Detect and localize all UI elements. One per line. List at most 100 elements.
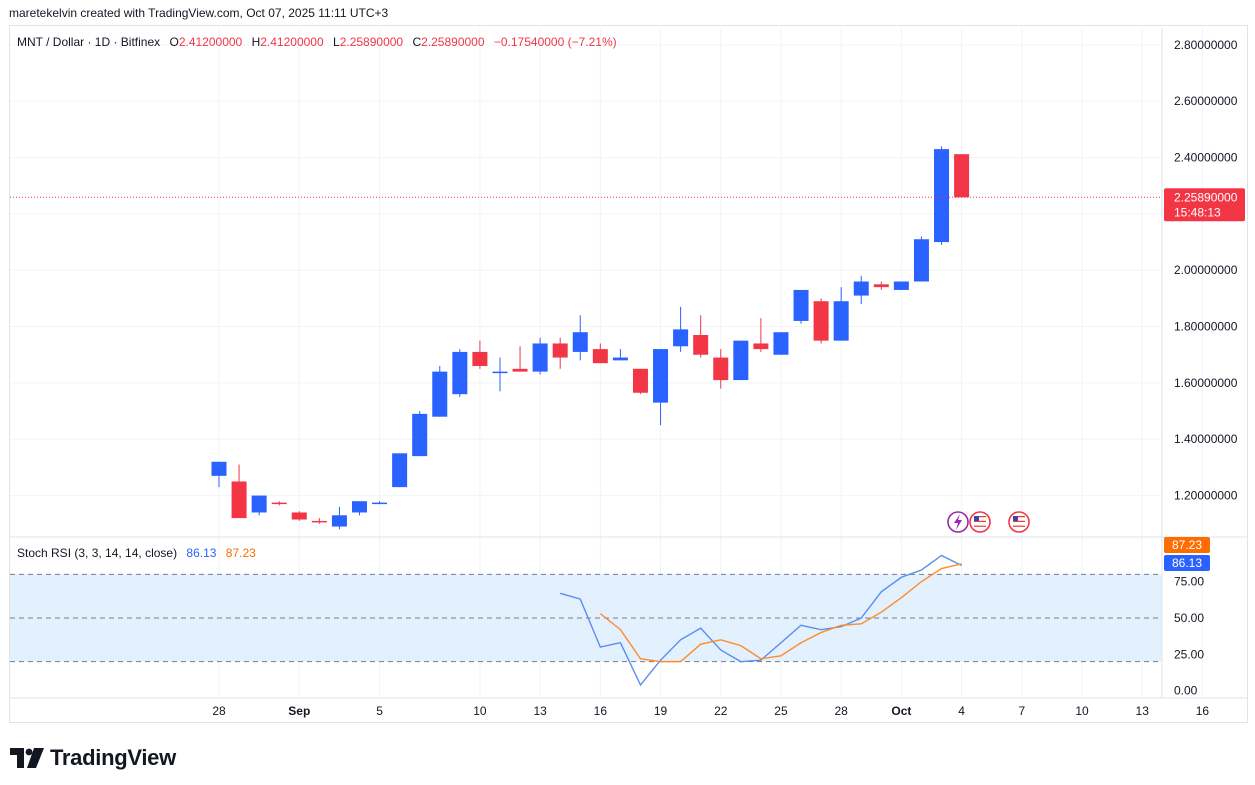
candle-body [211,461,227,476]
price-tick-label: 1.40000000 [1174,432,1238,446]
change-value: −0.17540000 (−7.21%) [493,35,617,49]
symbol-legend: MNT / Dollar · 1D · Bitfinex O2.41200000… [17,35,617,49]
price-tick-label: 1.80000000 [1174,320,1238,334]
flag-stripe [974,520,986,522]
candle-body [271,502,287,505]
chart-frame [9,25,1248,723]
candle-body [472,351,488,366]
candle-body [753,343,769,350]
candle-body [873,284,889,288]
rsi-d-label: 87.23 [1172,538,1202,552]
high-label: H [251,35,261,49]
candle-body [251,495,267,513]
us-flag-icon[interactable] [1008,511,1030,533]
candle-body [331,515,347,527]
candle-body [492,371,508,374]
candle-body [452,351,468,395]
candle-body [291,512,307,520]
candle-body [893,281,909,290]
flag-canton [1013,516,1018,521]
candle-body [412,413,428,457]
candle-body [612,357,628,361]
rsi-band [10,573,1162,663]
event-markers [947,511,1030,533]
tradingview-logo-text: TradingView [50,745,176,770]
current-price-value: 2.25890000 [1174,190,1238,204]
lightning-icon[interactable] [947,511,969,533]
candle-body [934,149,950,243]
low-label: L [333,35,340,49]
stoch-rsi-d-value: 87.23 [225,546,256,560]
candle-body [793,289,809,321]
us-flag-icon[interactable] [969,511,991,533]
time-tick-label: 25 [774,704,788,718]
price-tick-label: 1.20000000 [1174,489,1238,503]
candle-body [733,340,749,381]
tradingview-logo[interactable]: TradingView [10,745,176,771]
tradingview-logo-icon [10,748,44,768]
rsi-lines [559,554,962,687]
candles [211,146,970,530]
rsi-tick-label: 25.00 [1174,647,1204,661]
rsi-tick-label: 50.00 [1174,611,1204,625]
candle-body [632,368,648,393]
time-tick-label: 16 [594,704,608,718]
candle-body [231,481,247,519]
flag-stripe [1013,525,1025,527]
price-tick-label: 2.60000000 [1174,94,1238,108]
time-tick-label: 4 [958,704,965,718]
time-tick-label: 28 [834,704,848,718]
candle-body [833,301,849,341]
candle-body [673,329,689,347]
stoch-rsi-title[interactable]: Stoch RSI (3, 3, 14, 14, close) [17,546,178,560]
chart-credit: maretekelvin created with TradingView.co… [9,6,389,20]
time-tick-label: Sep [288,704,310,718]
time-tick-label: 28 [212,704,226,718]
lightning-glyph [954,514,962,530]
candle-body [351,501,367,513]
flag-stripe [974,518,986,520]
time-tick-label: 22 [714,704,728,718]
symbol-name[interactable]: MNT / Dollar · 1D · Bitfinex [17,35,161,49]
current-price-label-bg [1164,188,1245,222]
price-tick-label: 2.40000000 [1174,151,1238,165]
flag-stripe [1013,523,1025,525]
rsi-tick-label: 75.00 [1174,575,1204,589]
time-tick-label: 16 [1196,704,1210,718]
time-tick-label: Oct [891,704,911,718]
open-label: O [169,35,179,49]
flag-canton [974,516,979,521]
candle-body [512,368,528,372]
close-label: C [412,35,422,49]
time-tick-label: 7 [1018,704,1025,718]
close-value: 2.25890000 [421,35,485,49]
candle-body [392,453,408,488]
flag-stripe [1013,520,1025,522]
time-tick-label: 13 [533,704,547,718]
rsi-d-label-bg [1164,537,1210,553]
candle-body [913,239,929,282]
stoch-rsi-legend: Stoch RSI (3, 3, 14, 14, close) 86.13 87… [17,546,256,560]
stoch-rsi-d-line [599,563,962,663]
flag-stripe [974,516,986,518]
axes: 2.800000002.600000002.400000002.20000000… [10,28,1247,718]
stoch-rsi-k-line [559,554,962,687]
rsi-k-label-bg [1164,555,1210,571]
candle-body [372,502,388,505]
price-tick-label: 2.00000000 [1174,263,1238,277]
candle-body [653,349,669,403]
time-tick-label: 10 [1075,704,1089,718]
candle-body [693,335,709,355]
open-value: 2.41200000 [178,35,243,49]
rsi-k-label: 86.13 [1172,556,1202,570]
flag-stripe [974,525,986,527]
candle-body [572,332,588,352]
flag-stripe [974,523,986,525]
candle-body [853,281,869,296]
time-tick-label: 5 [376,704,383,718]
candle-body [532,343,548,372]
candle-body [432,371,448,417]
stoch-rsi-k-value: 86.13 [186,546,217,560]
current-price-countdown: 15:48:13 [1174,205,1221,219]
